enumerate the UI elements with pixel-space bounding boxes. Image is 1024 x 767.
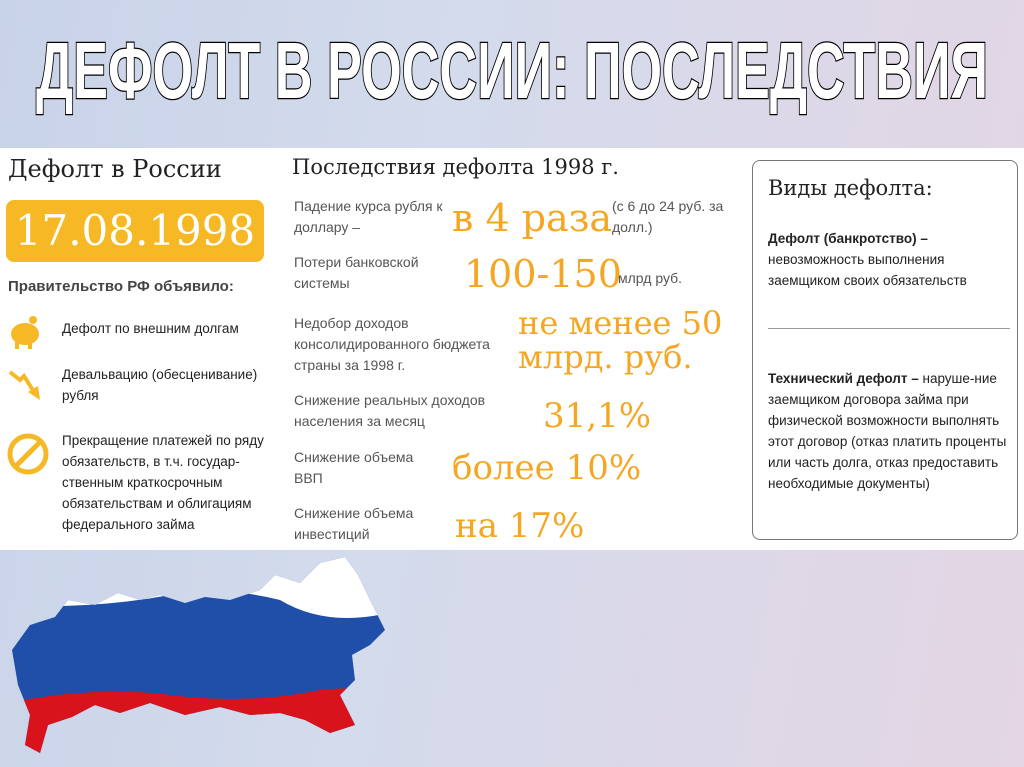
down-trend-arrow-icon — [8, 370, 40, 400]
slide-title: ДЕФОЛТ В РОССИИ: ПОСЛЕДСТВИЯ — [36, 26, 988, 115]
consequence-value: не менее 50 млрд. руб. — [518, 304, 723, 376]
russia-flag-map — [12, 557, 385, 753]
default-type-term: Технический дефолт – — [768, 371, 919, 386]
consequence-label: Недобор доходов консолидированного бюдже… — [294, 315, 490, 373]
left-heading: Дефолт в России — [8, 155, 222, 183]
announced-label: Правительство РФ объявило: — [8, 278, 234, 295]
consequence-label: Снижение реальных доходов населения за м… — [294, 392, 486, 429]
default-type-definition: невозможность выполнения заемщиком своих… — [768, 252, 967, 288]
announced-item: Прекращение платежей по ряду обязательст… — [62, 433, 264, 532]
consequence-label: Снижение объема ВВП — [294, 449, 414, 486]
default-type-term: Дефолт (банкротство) – — [768, 231, 928, 246]
announced-item: Девальвацию (обесценивание) рубля — [62, 367, 258, 403]
consequence-value: на 17% — [455, 506, 585, 546]
prohibited-icon — [7, 433, 49, 475]
default-type: Дефолт (банкротство) – невозможность вып… — [768, 228, 1010, 291]
default-type-definition: наруше-ние заемщиком договора займа при … — [768, 371, 1007, 491]
divider — [768, 328, 1010, 329]
default-types-box — [752, 160, 1018, 540]
consequence-note: млрд руб. — [618, 270, 683, 286]
consequence-label: Снижение объема инвестиций — [294, 505, 414, 542]
announced-item: Дефолт по внешним долгам — [62, 321, 239, 336]
default-date: 17.08.1998 — [6, 200, 264, 262]
default-type: Технический дефолт – наруше-ние заемщико… — [768, 368, 1010, 494]
consequence-label: Падение курса рубля к доллару – — [294, 198, 443, 235]
piggy-bank-icon — [11, 316, 39, 349]
consequence-value: более 10% — [452, 448, 642, 488]
right-heading: Виды дефолта: — [768, 176, 933, 200]
consequence-value: 100-150 — [464, 252, 622, 296]
consequence-value: 31,1% — [543, 396, 652, 436]
slide-title-wrapper: ДЕФОЛТ В РОССИИ: ПОСЛЕДСТВИЯ — [35, 25, 989, 117]
consequence-label: Потери банковской системы — [294, 254, 419, 291]
consequence-note: (с 6 до 24 руб. за долл.) — [612, 198, 724, 235]
middle-heading: Последствия дефолта 1998 г. — [292, 155, 619, 179]
consequence-value: в 4 раза — [452, 196, 613, 240]
